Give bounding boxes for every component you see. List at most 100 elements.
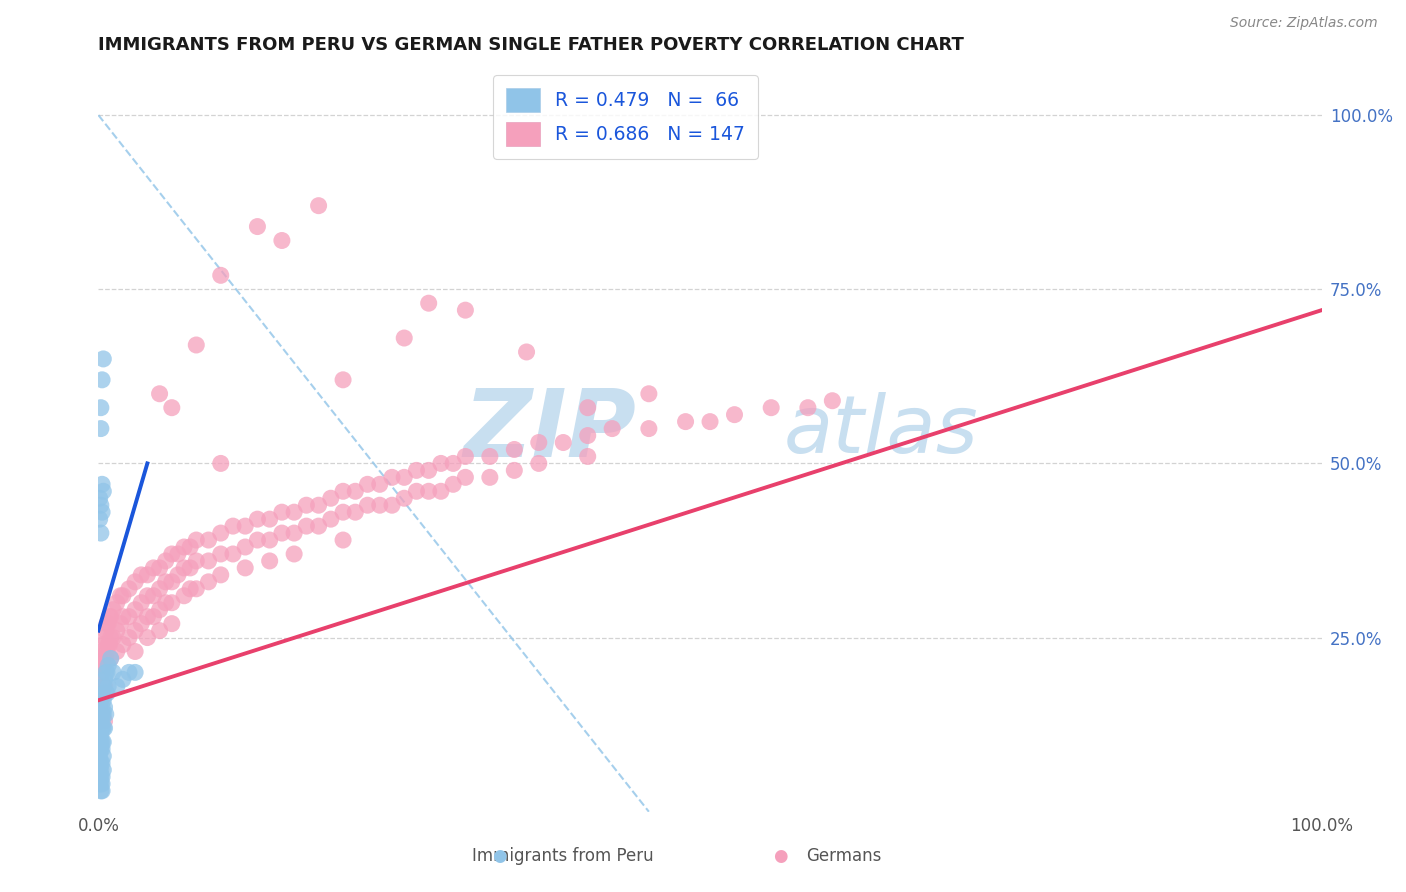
Point (94, 686, 117, 700)
Point (91, 770, 114, 784)
Point (118, 582, 141, 596)
Point (91, 735, 114, 749)
Point (91, 707, 114, 722)
Point (90, 777, 112, 791)
Point (101, 603, 124, 617)
Point (129, 596, 152, 610)
Point (96, 644, 118, 658)
Point (90, 651, 112, 665)
Point (91, 714, 114, 728)
Point (576, 401, 599, 415)
Point (91, 721, 114, 735)
Point (356, 498, 378, 512)
Point (91, 749, 114, 764)
Point (90, 714, 112, 728)
Point (91, 686, 114, 700)
Point (308, 199, 330, 213)
Point (155, 554, 177, 568)
Point (89, 763, 111, 777)
Point (478, 470, 501, 484)
Point (97, 616, 120, 631)
Point (222, 519, 245, 533)
Point (89, 714, 111, 728)
Point (553, 435, 575, 450)
Point (186, 533, 208, 547)
Point (430, 457, 453, 471)
Point (295, 498, 318, 512)
Point (91, 700, 114, 714)
Point (430, 484, 453, 499)
Point (527, 457, 550, 471)
Point (418, 484, 440, 499)
Point (222, 547, 245, 561)
Point (149, 603, 172, 617)
Point (100, 631, 122, 645)
Point (89, 686, 111, 700)
Point (821, 393, 844, 408)
Point (89, 770, 111, 784)
Point (91, 679, 114, 693)
Point (97, 679, 120, 693)
Point (91, 777, 114, 791)
Point (356, 477, 378, 491)
Point (332, 505, 354, 519)
Point (89, 721, 111, 735)
Point (344, 484, 367, 499)
Point (149, 386, 172, 401)
Point (259, 554, 281, 568)
Point (91, 644, 114, 658)
Point (89, 512, 111, 526)
Point (91, 477, 114, 491)
Point (91, 679, 114, 693)
Point (308, 519, 330, 533)
Point (441, 457, 464, 471)
Point (155, 596, 177, 610)
Point (503, 463, 526, 477)
Point (93, 686, 115, 700)
Point (90, 728, 112, 742)
Point (94, 665, 117, 680)
Point (270, 526, 294, 541)
Point (110, 589, 132, 603)
Point (100, 609, 122, 624)
Point (308, 498, 330, 512)
Point (118, 609, 141, 624)
Point (90, 693, 112, 707)
Point (100, 651, 122, 665)
Point (90, 693, 112, 707)
Point (186, 582, 208, 596)
Point (124, 665, 146, 680)
Point (454, 470, 477, 484)
Legend: R = 0.479   N =  66, R = 0.686   N = 147: R = 0.479 N = 66, R = 0.686 N = 147 (494, 75, 758, 159)
Point (124, 624, 146, 638)
Point (96, 686, 118, 700)
Point (111, 673, 134, 687)
Text: ●: ● (773, 847, 787, 864)
Point (91, 756, 114, 770)
Point (91, 638, 114, 652)
Point (89, 714, 111, 728)
Point (155, 574, 177, 589)
Point (368, 498, 391, 512)
Point (392, 491, 416, 506)
Point (90, 673, 112, 687)
Point (101, 665, 124, 680)
Point (110, 616, 132, 631)
Point (91, 693, 114, 707)
Point (392, 470, 416, 484)
Point (283, 526, 305, 541)
Point (332, 373, 354, 387)
Point (179, 561, 201, 575)
Point (186, 338, 208, 352)
Point (90, 756, 112, 770)
Point (233, 519, 256, 533)
Point (91, 484, 114, 499)
Point (91, 784, 114, 798)
Point (93, 679, 115, 693)
Point (197, 554, 219, 568)
Point (93, 714, 115, 728)
Point (344, 505, 367, 519)
Point (90, 784, 112, 798)
Point (441, 477, 464, 491)
Point (197, 533, 219, 547)
